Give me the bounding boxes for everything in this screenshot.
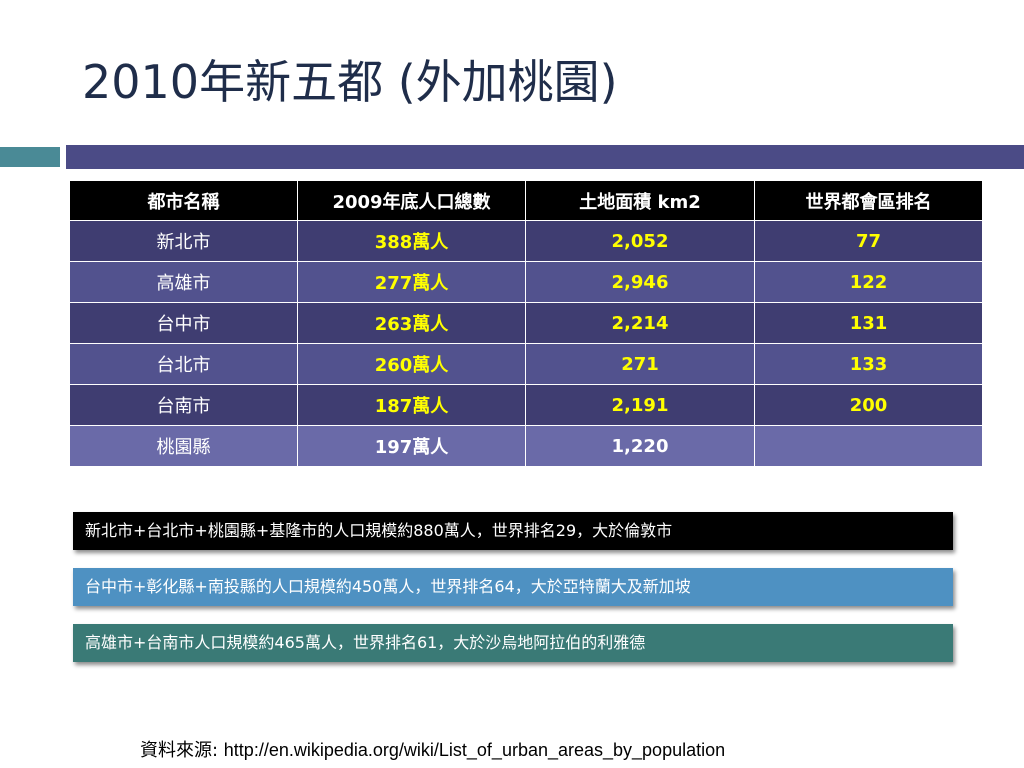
cell-world-rank: 77 xyxy=(754,220,983,262)
source-url-link[interactable]: http://en.wikipedia.org/wiki/List_of_urb… xyxy=(223,740,726,760)
table-row: 台北市 260萬人 271 133 xyxy=(69,343,983,385)
cell-world-rank: 131 xyxy=(754,302,983,344)
table-header-row: 都市名稱 2009年底人口總數 土地面積 km2 世界都會區排名 xyxy=(69,180,983,221)
note-southern-metro: 高雄市+台南市人口規模約465萬人，世界排名61，大於沙烏地阿拉伯的利雅德 xyxy=(73,624,953,662)
cell-population: 260萬人 xyxy=(297,343,526,385)
decorative-bar-indigo xyxy=(66,145,1024,169)
cell-city-name: 台北市 xyxy=(69,343,298,385)
table-row: 桃園縣 197萬人 1,220 xyxy=(69,425,983,467)
cell-land-area: 1,220 xyxy=(525,425,755,467)
table-row: 台南市 187萬人 2,191 200 xyxy=(69,384,983,426)
cell-world-rank xyxy=(754,425,983,467)
cell-land-area: 271 xyxy=(525,343,755,385)
cell-land-area: 2,946 xyxy=(525,261,755,303)
cell-world-rank: 200 xyxy=(754,384,983,426)
cell-world-rank: 122 xyxy=(754,261,983,303)
city-statistics-table: 都市名稱 2009年底人口總數 土地面積 km2 世界都會區排名 新北市 388… xyxy=(69,180,983,467)
cell-city-name: 台中市 xyxy=(69,302,298,344)
header-city-name: 都市名稱 xyxy=(69,180,298,221)
decorative-bar-teal xyxy=(0,147,60,167)
cell-population: 197萬人 xyxy=(297,425,526,467)
table-row: 高雄市 277萬人 2,946 122 xyxy=(69,261,983,303)
cell-population: 277萬人 xyxy=(297,261,526,303)
cell-city-name: 新北市 xyxy=(69,220,298,262)
slide-title: 2010年新五都 (外加桃園) xyxy=(82,55,618,109)
cell-city-name: 高雄市 xyxy=(69,261,298,303)
note-northern-metro: 新北市+台北市+桃園縣+基隆市的人口規模約880萬人，世界排名29，大於倫敦市 xyxy=(73,512,953,550)
note-central-metro: 台中市+彰化縣+南投縣的人口規模約450萬人，世界排名64，大於亞特蘭大及新加坡 xyxy=(73,568,953,606)
cell-world-rank: 133 xyxy=(754,343,983,385)
header-land-area: 土地面積 km2 xyxy=(525,180,755,221)
table-row: 新北市 388萬人 2,052 77 xyxy=(69,220,983,262)
table-row: 台中市 263萬人 2,214 131 xyxy=(69,302,983,344)
header-world-rank: 世界都會區排名 xyxy=(754,180,983,221)
cell-land-area: 2,191 xyxy=(525,384,755,426)
cell-population: 187萬人 xyxy=(297,384,526,426)
source-label: 資料來源 xyxy=(140,740,212,761)
source-separator: : xyxy=(212,740,224,761)
cell-population: 388萬人 xyxy=(297,220,526,262)
cell-city-name: 桃園縣 xyxy=(69,425,298,467)
cell-city-name: 台南市 xyxy=(69,384,298,426)
cell-population: 263萬人 xyxy=(297,302,526,344)
cell-land-area: 2,052 xyxy=(525,220,755,262)
header-population: 2009年底人口總數 xyxy=(297,180,526,221)
cell-land-area: 2,214 xyxy=(525,302,755,344)
source-citation: 資料來源: http://en.wikipedia.org/wiki/List_… xyxy=(140,736,725,762)
